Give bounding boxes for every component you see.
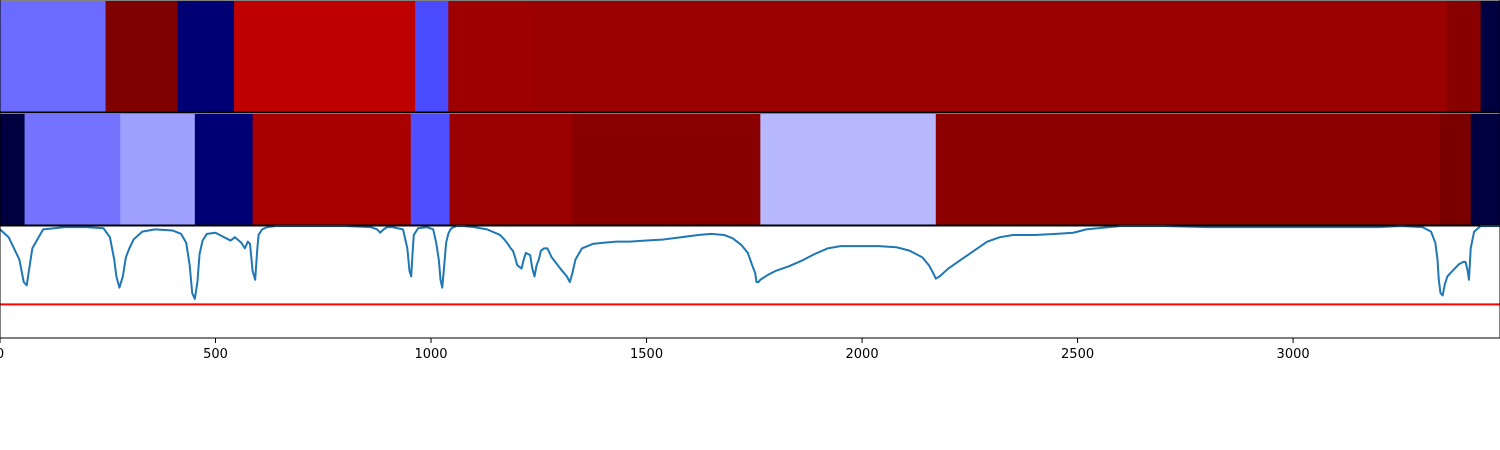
heatmap-bottom-segment-2	[120, 114, 196, 225]
heatmap-bottom-segment-5	[410, 114, 451, 225]
heatmap-top-segment-0	[0, 1, 107, 112]
heatmap-track-bottom	[0, 114, 1500, 225]
x-tick-label-1: 500	[203, 347, 228, 362]
line-panel	[0, 225, 1500, 306]
heatmap-top-frame	[0, 0, 1500, 113]
heatmap-bottom-segment-4	[252, 114, 412, 225]
line-panel-frame	[0, 225, 1500, 339]
heatmap-bottom-segment-1	[24, 114, 121, 225]
x-tick-label-2: 1000	[414, 347, 447, 362]
heatmap-top-segment-4	[415, 1, 449, 112]
heatmap-bottom-segment-0	[0, 114, 26, 225]
heatmap-bottom-segment-3	[194, 114, 254, 225]
heatmap-bottom-segment-7	[572, 114, 761, 225]
heatmap-top-segment-1	[105, 1, 179, 112]
heatmap-bottom-segment-8	[760, 114, 937, 225]
x-tick-label-4: 2000	[846, 347, 879, 362]
heatmap-top-segment-8	[1480, 1, 1500, 112]
x-tick-label-5: 2500	[1061, 347, 1094, 362]
heatmap-bottom-segment-6	[449, 114, 573, 225]
heatmap-bottom-segment-11	[1470, 114, 1500, 225]
x-tick-label-6: 3000	[1277, 347, 1310, 362]
heatmap-top-segment-5	[448, 1, 535, 112]
x-tick-label-0: 0	[0, 347, 4, 362]
heatmap-bottom-segment-10	[1439, 114, 1472, 225]
x-axis: 0 500 1000 1500 2000 2500 3000	[0, 338, 1310, 362]
heatmap-top-segment-7	[1446, 1, 1482, 112]
x-tick-label-3: 1500	[630, 347, 663, 362]
heatmap-bottom-segment-9	[935, 114, 1441, 225]
heatmap-track-top	[0, 1, 1500, 112]
heatmap-top-segment-2	[177, 1, 235, 112]
heatmap-bottom-frame	[0, 112, 1500, 226]
series-line	[0, 225, 1500, 300]
heatmap-top-segment-3	[234, 1, 416, 112]
heatmap-top-segment-6	[533, 1, 1448, 112]
